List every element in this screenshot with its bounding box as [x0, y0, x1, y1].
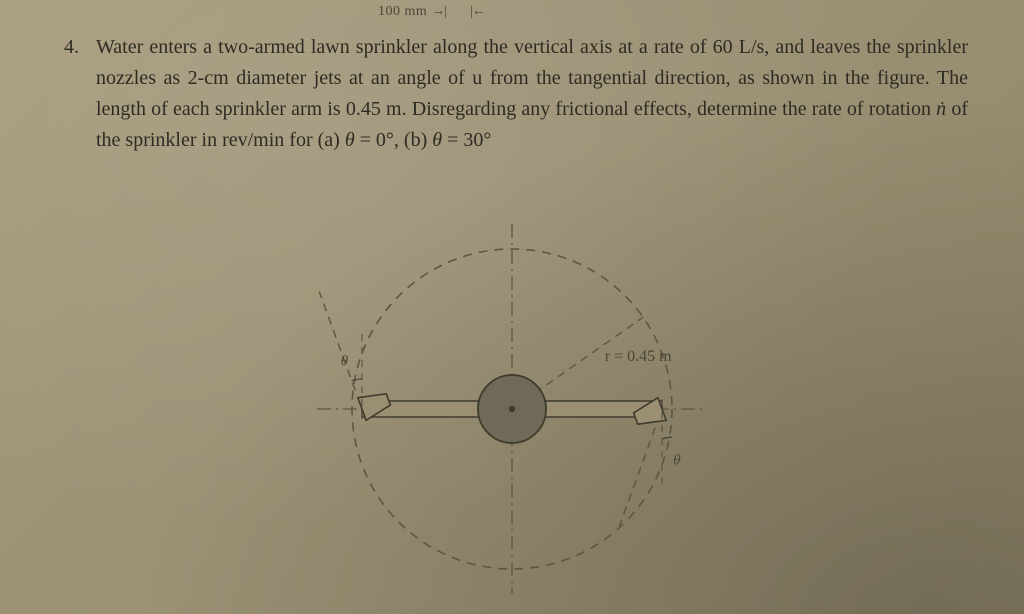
arrow-right-icon: →|	[431, 4, 446, 19]
dimension-text: 100 mm	[378, 4, 427, 19]
problem-body: Water enters a two-armed lawn sprinkler …	[96, 32, 968, 156]
problem-number: 4.	[64, 32, 79, 63]
symbol-theta-b: θ	[432, 129, 442, 151]
problem-text-3: = 0°, (b)	[355, 129, 433, 151]
svg-text:θ: θ	[673, 452, 681, 468]
sprinkler-diagram: r = 0.45 m θ θ	[252, 214, 772, 604]
arrow-left-icon: |←	[470, 4, 485, 19]
symbol-theta-a: θ	[345, 129, 355, 151]
svg-text:θ: θ	[341, 354, 349, 370]
problem-statement: 4. Water enters a two-armed lawn sprinkl…	[66, 32, 968, 156]
symbol-ndot: ṅ	[936, 98, 946, 120]
diagram-svg: r = 0.45 m θ θ	[252, 214, 772, 604]
problem-text-4: = 30°	[442, 129, 491, 151]
problem-text-1: Water enters a two-armed lawn sprinkler …	[96, 36, 968, 120]
svg-text:r = 0.45 m: r = 0.45 m	[605, 348, 672, 365]
partial-dimension-label: 100 mm →| |←	[378, 4, 485, 20]
